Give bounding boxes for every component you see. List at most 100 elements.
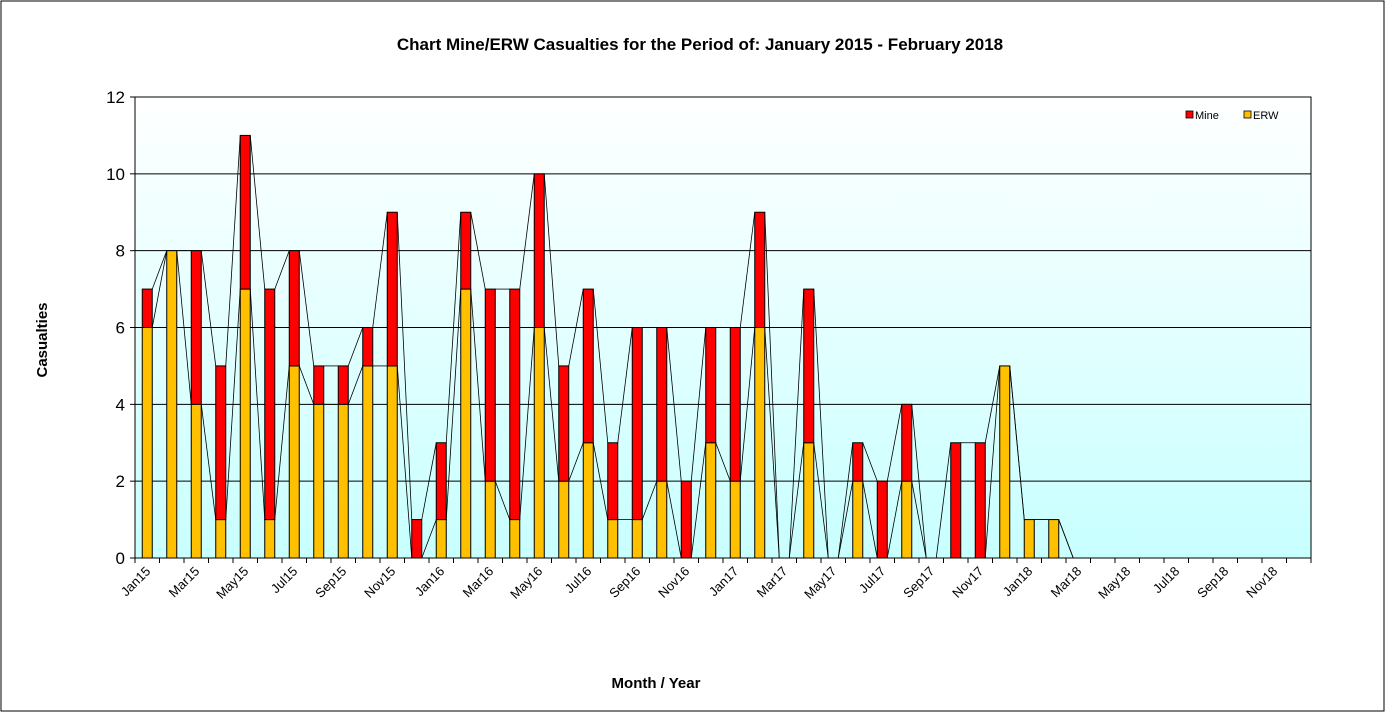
series-line xyxy=(519,173,535,290)
series-line xyxy=(788,442,805,559)
series-line xyxy=(886,404,903,482)
series-line xyxy=(592,442,609,520)
bar-segment xyxy=(803,288,815,444)
y-tick-label: 0 xyxy=(116,549,125,568)
bar-segment xyxy=(607,519,619,559)
legend-label: Mine xyxy=(1195,110,1219,122)
bar-segment xyxy=(950,442,962,559)
bar-segment xyxy=(288,365,300,559)
bar-segment xyxy=(533,173,545,328)
bar-segment xyxy=(435,442,447,521)
legend-label: ERW xyxy=(1253,110,1279,122)
y-tick-label: 8 xyxy=(116,242,125,261)
bar-segment xyxy=(1023,519,1035,559)
series-line xyxy=(592,289,609,443)
bar-segment xyxy=(607,442,619,521)
series-line xyxy=(886,481,903,559)
bar-segment xyxy=(582,288,594,444)
bar-segment xyxy=(974,442,986,559)
bar-segment xyxy=(631,519,643,559)
bar-segment xyxy=(264,519,276,559)
bar-segment xyxy=(754,327,766,559)
series-line xyxy=(813,442,829,559)
series-line xyxy=(494,481,511,520)
y-tick-label: 12 xyxy=(106,88,125,107)
series-line xyxy=(421,519,437,559)
series-line xyxy=(543,173,560,366)
series-line xyxy=(690,442,707,559)
bar-segment xyxy=(264,288,276,521)
series-line xyxy=(935,442,952,559)
bar-segment xyxy=(533,327,545,559)
bar-segment xyxy=(141,288,153,329)
series-line xyxy=(641,481,658,520)
bar-segment xyxy=(901,480,913,559)
series-line xyxy=(200,404,217,520)
bar-segment xyxy=(239,288,251,559)
series-line xyxy=(911,481,927,559)
series-line xyxy=(519,327,535,520)
series-line xyxy=(837,481,854,559)
bar-segment xyxy=(876,480,888,559)
series-line xyxy=(862,481,878,559)
series-line xyxy=(298,250,315,366)
series-line xyxy=(739,212,756,328)
series-line xyxy=(984,365,1001,559)
series-line xyxy=(788,289,805,559)
series-line xyxy=(470,289,486,482)
bar-segment xyxy=(754,211,766,328)
bar-segment xyxy=(141,327,153,559)
bar-segment xyxy=(411,519,423,559)
bar-segment xyxy=(337,403,349,559)
series-line xyxy=(176,250,192,405)
bar-segment xyxy=(190,403,202,559)
series-line xyxy=(200,250,217,366)
bar-segment xyxy=(558,480,570,559)
bar-segment xyxy=(460,288,472,559)
bar-segment xyxy=(313,365,325,405)
bar-segment xyxy=(558,365,570,482)
series-line xyxy=(372,212,388,328)
bar-segment xyxy=(852,442,864,482)
bar-segment xyxy=(656,327,668,482)
y-tick-label: 10 xyxy=(106,165,125,184)
bar-segment xyxy=(509,288,521,521)
bar-segment xyxy=(386,211,398,367)
bar-segment xyxy=(288,250,300,367)
series-line xyxy=(396,365,413,559)
series-line xyxy=(274,250,290,290)
series-line xyxy=(347,327,364,367)
series-line xyxy=(862,442,878,482)
series-line xyxy=(617,327,633,443)
series-line xyxy=(151,250,168,328)
y-axis-label: Casualties xyxy=(34,302,51,377)
series-line xyxy=(421,442,437,520)
bar-segment xyxy=(999,365,1011,559)
y-tick-label: 6 xyxy=(116,319,125,338)
series-line xyxy=(764,327,780,559)
bar-segment xyxy=(705,327,717,444)
bar-segment xyxy=(484,288,496,482)
bar-segment xyxy=(803,442,815,559)
bar-segment xyxy=(852,480,864,559)
series-line xyxy=(1058,519,1074,559)
series-line xyxy=(347,365,364,405)
chart-title: Chart Mine/ERW Casualties for the Period… xyxy=(397,35,1003,54)
bar-segment xyxy=(386,365,398,559)
series-line xyxy=(984,365,1001,443)
bar-segment xyxy=(215,365,227,521)
bar-segment xyxy=(362,365,374,559)
series-line xyxy=(225,135,241,366)
bar-segment xyxy=(166,250,178,559)
bar-segment xyxy=(631,327,643,521)
series-line xyxy=(445,212,462,443)
series-line xyxy=(225,289,241,520)
bar-segment xyxy=(460,211,472,290)
bar-segment xyxy=(509,519,521,559)
bar-segment xyxy=(656,480,668,559)
y-tick-label: 4 xyxy=(116,395,125,414)
x-axis-label: Month / Year xyxy=(612,675,701,692)
series-line xyxy=(739,327,756,482)
series-line xyxy=(274,365,290,520)
